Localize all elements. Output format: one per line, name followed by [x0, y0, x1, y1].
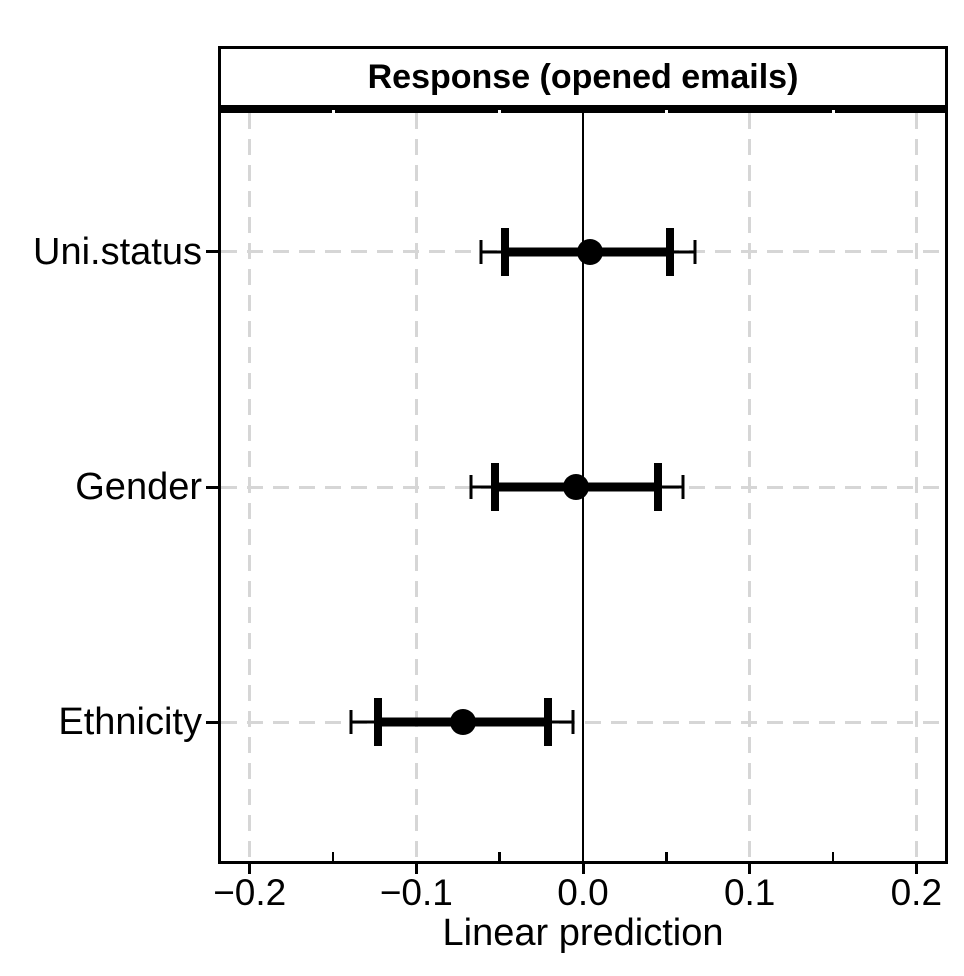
x-axis-minor-tick	[831, 852, 835, 861]
x-tick-label: −0.1	[379, 872, 453, 913]
outer-ci-cap-high	[571, 710, 575, 735]
x-axis-major-tick	[914, 864, 918, 874]
x-axis-major-tick	[248, 864, 252, 874]
y-axis-tick	[206, 720, 218, 724]
inner-ci-cap-high	[544, 698, 552, 747]
inner-ci-cap-high	[665, 227, 674, 276]
x-tick-label: 0.1	[723, 872, 776, 913]
panel-title: Response (opened emails)	[367, 57, 799, 96]
x-axis-major-tick	[414, 864, 418, 874]
y-axis-label: Gender	[75, 466, 202, 508]
point-estimate-dot	[450, 709, 476, 736]
inner-ci-cap-low	[490, 463, 499, 511]
x-axis-minor-tick-top	[331, 110, 335, 115]
x-tick-label: −0.2	[213, 872, 287, 913]
outer-ci-cap-low	[479, 239, 483, 264]
outer-ci-cap-low	[349, 710, 353, 735]
x-axis-minor-tick	[665, 852, 668, 861]
outer-ci-cap-high	[693, 239, 697, 264]
x-tick-label: 0.0	[557, 872, 609, 913]
x-axis-minor-tick-top	[664, 110, 668, 115]
y-axis-tick	[206, 485, 218, 489]
outer-ci-cap-high	[681, 475, 685, 499]
point-estimate-dot	[563, 474, 590, 500]
x-axis-minor-tick	[331, 852, 335, 861]
x-axis-major-tick	[581, 864, 585, 874]
x-axis-major-tick	[748, 864, 752, 874]
outer-ci-cap-low	[469, 475, 473, 499]
inner-ci-cap-low	[374, 698, 382, 747]
x-axis-minor-tick-top	[498, 110, 502, 115]
inner-ci-cap-low	[500, 227, 509, 276]
y-axis-tick	[206, 250, 218, 254]
panel-title-box: Response (opened emails)	[218, 46, 948, 110]
x-axis-minor-tick-top	[831, 110, 835, 115]
y-axis-label: Ethnicity	[58, 701, 202, 744]
inner-ci-cap-high	[654, 463, 662, 511]
x-tick-label: 0.2	[890, 872, 943, 913]
x-axis-title: Linear prediction	[442, 912, 724, 954]
point-estimate-dot	[576, 238, 603, 265]
y-axis-label: Uni.status	[33, 230, 202, 273]
x-axis-minor-tick	[498, 852, 501, 861]
